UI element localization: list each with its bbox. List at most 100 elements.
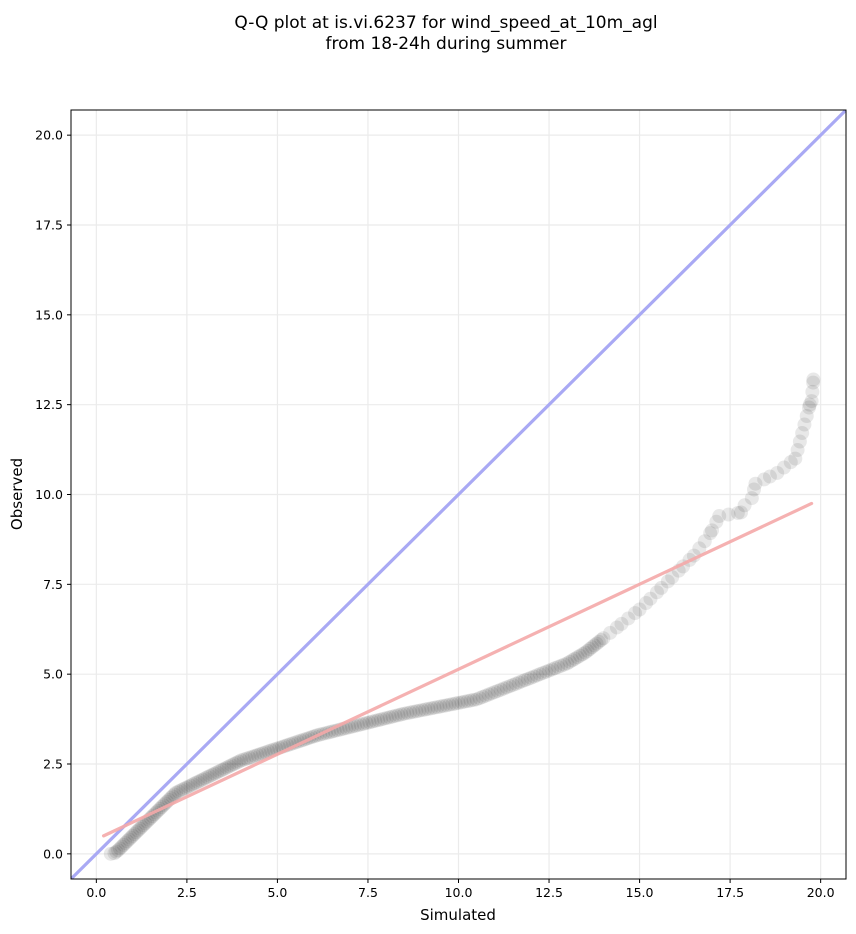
qq-point (165, 789, 180, 804)
qq-point (591, 634, 606, 649)
qq-point (582, 642, 597, 657)
qq-point (222, 759, 237, 774)
qq-point (418, 702, 433, 717)
qq-point (109, 844, 124, 859)
qq-point (788, 451, 803, 466)
x-tick-label: 0.0 (86, 885, 106, 900)
y-tick-label: 20.0 (35, 128, 63, 143)
qq-point (397, 706, 412, 721)
qq-point (362, 715, 377, 730)
qq-point (391, 708, 406, 723)
qq-point (454, 695, 469, 710)
qq-point (169, 785, 184, 800)
qq-point (523, 670, 538, 685)
qq-point (806, 372, 821, 387)
qq-point (481, 687, 496, 702)
qq-point (560, 656, 575, 671)
qq-point (757, 472, 772, 487)
qq-point (511, 675, 526, 690)
qq-point (532, 667, 547, 682)
qq-point (415, 703, 430, 718)
qq-point (703, 526, 718, 541)
qq-point (247, 748, 262, 763)
qq-point (496, 681, 511, 696)
qq-point (231, 754, 246, 769)
qq-point (258, 745, 273, 760)
qq-point (439, 698, 454, 713)
fit-line (101, 501, 814, 838)
qq-point (451, 695, 466, 710)
qq-point (400, 706, 415, 721)
qq-point (130, 823, 145, 838)
qq-point (120, 834, 135, 849)
qq-point (790, 443, 805, 458)
qq-point (433, 699, 448, 714)
qq-point (508, 676, 523, 691)
qq-point (125, 828, 140, 843)
qq-point (487, 685, 502, 700)
qq-point (493, 682, 508, 697)
qq-point (430, 700, 445, 715)
qq-point (748, 476, 763, 491)
qq-point (406, 704, 421, 719)
y-tick-label: 0.0 (43, 846, 63, 861)
qq-point (792, 434, 807, 449)
qq-point (762, 469, 777, 484)
chart-title-line2: from 18-24h during summer (326, 34, 567, 54)
qq-point (469, 692, 484, 707)
qq-point (103, 846, 118, 861)
qq-point (802, 397, 817, 412)
qq-point (176, 782, 191, 797)
qq-point (427, 700, 442, 715)
qq-point (514, 674, 529, 689)
qq-point (603, 625, 618, 640)
qq-point (107, 846, 122, 861)
qq-point (178, 780, 193, 795)
qq-point (350, 718, 365, 733)
qq-point (379, 711, 394, 726)
y-tick-label: 2.5 (43, 757, 63, 772)
qq-point (478, 688, 493, 703)
qq-point (114, 839, 129, 854)
qq-point (118, 836, 133, 851)
y-tick-label: 5.0 (43, 667, 63, 682)
qq-point (585, 640, 600, 655)
x-axis-label: Simulated (420, 906, 496, 924)
qq-point (692, 541, 707, 556)
x-tick-label: 2.5 (177, 885, 197, 900)
qq-point (424, 701, 439, 716)
qq-point (173, 783, 188, 798)
qq-point (250, 748, 265, 763)
qq-point (121, 832, 136, 847)
qq-point (261, 744, 276, 759)
qq-point (580, 643, 595, 658)
qq-point (783, 455, 798, 470)
qq-point (219, 760, 234, 775)
qq-point (116, 837, 131, 852)
qq-point (799, 409, 814, 424)
qq-point (171, 784, 186, 799)
qq-point (457, 694, 472, 709)
qq-point (570, 650, 585, 665)
qq-point (804, 394, 819, 409)
qq-point (129, 825, 144, 840)
qq-point (551, 659, 566, 674)
qq-point (517, 673, 532, 688)
x-tick-label: 12.5 (535, 885, 563, 900)
qq-point (353, 717, 368, 732)
points (103, 372, 821, 861)
qq-point (697, 534, 712, 549)
qq-point (253, 747, 268, 762)
qq-point (217, 761, 232, 776)
qq-point (197, 771, 212, 786)
qq-point (520, 671, 535, 686)
qq-point (448, 696, 463, 711)
qq-point (127, 827, 142, 842)
qq-point (347, 718, 362, 733)
qq-point (526, 669, 541, 684)
qq-point (207, 766, 222, 781)
y-tick-label: 15.0 (35, 307, 63, 322)
qq-point (499, 680, 514, 695)
qq-point (589, 636, 604, 651)
x-tick-label: 10.0 (445, 885, 473, 900)
